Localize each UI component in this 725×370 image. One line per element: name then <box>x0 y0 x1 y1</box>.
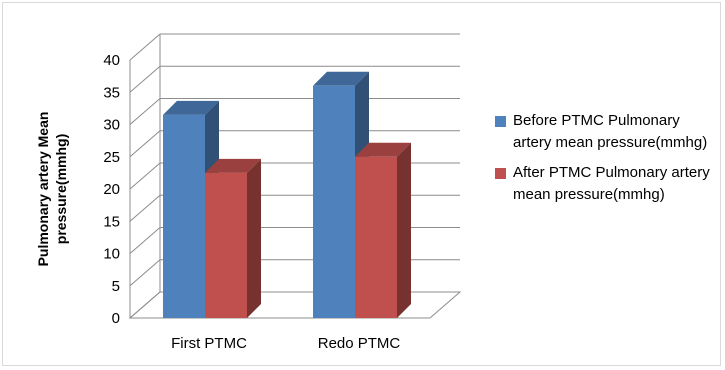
gridline-side <box>129 130 161 158</box>
bar <box>163 114 205 318</box>
legend-entry: Before PTMC Pulmonary artery mean pressu… <box>495 110 717 154</box>
gridline-side <box>129 227 161 254</box>
legend-entry: After PTMC Pulmonary artery mean pressur… <box>495 162 717 206</box>
y-tick-label: 0 <box>112 310 120 327</box>
gridline-side <box>129 259 161 287</box>
y-axis-label: Pulmonary artery Mean pressure(mmhg) <box>35 111 69 267</box>
bar-side <box>397 142 411 318</box>
x-tick-label: Redo PTMC <box>318 335 401 352</box>
gridline-side <box>129 162 161 190</box>
bar <box>355 156 397 318</box>
legend-label: After PTMC Pulmonary artery mean pressur… <box>513 164 710 203</box>
legend-label: Before PTMC Pulmonary artery mean pressu… <box>513 112 708 151</box>
legend-swatch <box>495 116 506 127</box>
y-tick-label: 5 <box>112 278 120 295</box>
y-tick-label: 15 <box>103 213 120 230</box>
bar-top <box>205 158 261 173</box>
bar <box>313 85 355 318</box>
legend: Before PTMC Pulmonary artery mean pressu… <box>495 110 717 214</box>
bar-side <box>247 158 261 318</box>
x-tick-label: First PTMC <box>171 335 247 352</box>
y-tick-label: 30 <box>103 117 120 134</box>
gridline-side <box>129 98 161 125</box>
y-tick-label: 35 <box>103 84 120 101</box>
bar-top <box>313 71 369 86</box>
gridline-side <box>129 194 161 222</box>
legend-swatch <box>495 168 506 179</box>
bar-top <box>163 100 219 115</box>
gridline-side <box>129 33 161 61</box>
bar <box>205 172 247 318</box>
gridline-side <box>129 65 161 93</box>
y-tick-label: 10 <box>103 246 120 263</box>
y-tick-label: 40 <box>103 52 120 69</box>
bar-top <box>355 142 411 157</box>
y-tick-label: 25 <box>103 149 120 166</box>
y-tick-label: 20 <box>103 181 120 198</box>
